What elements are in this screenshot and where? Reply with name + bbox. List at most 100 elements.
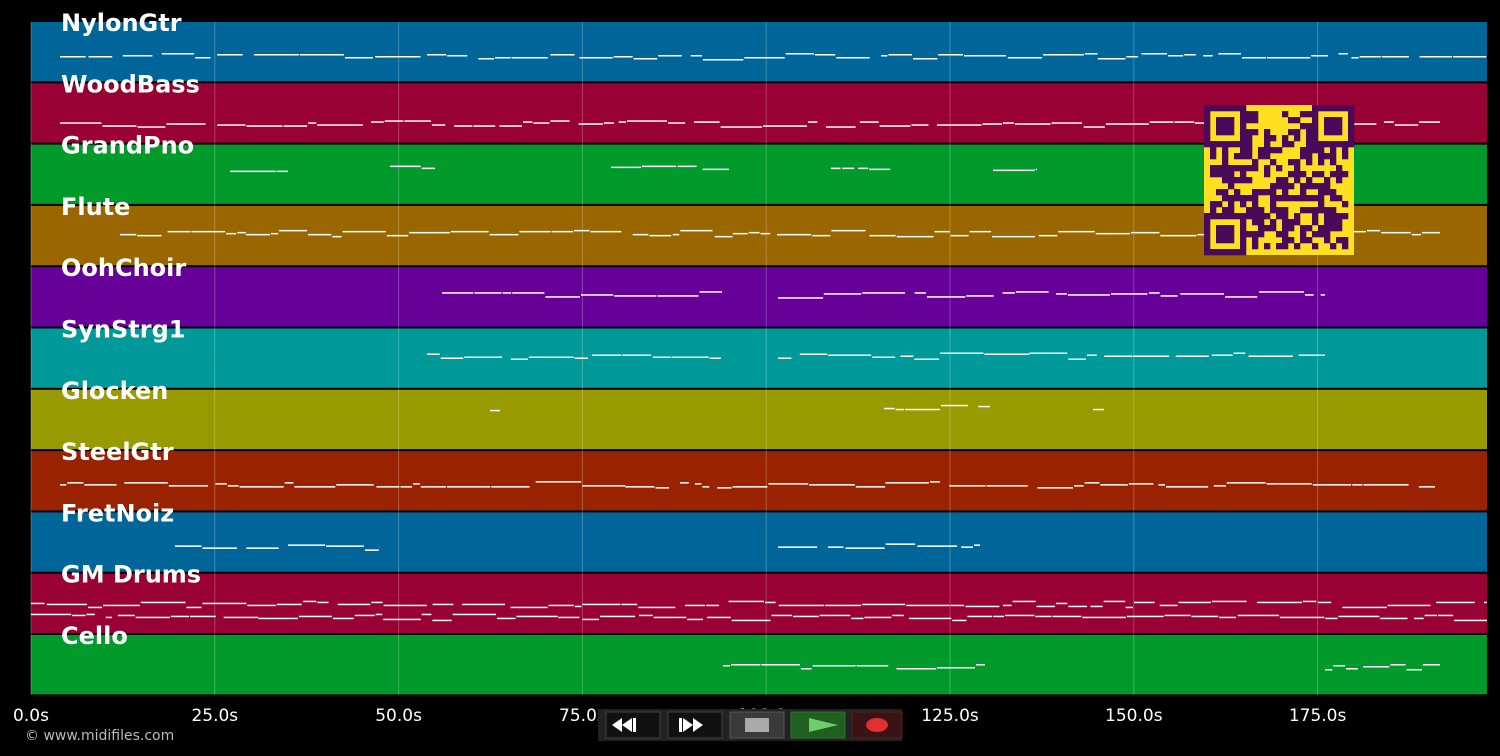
qr-cell (1342, 141, 1349, 148)
note (831, 229, 866, 232)
qr-cell (1348, 129, 1355, 136)
note (215, 483, 227, 485)
qr-cell (1324, 105, 1331, 112)
note (60, 122, 102, 124)
qr-cell (1240, 243, 1247, 250)
note (337, 603, 371, 606)
forward-button[interactable] (667, 711, 723, 739)
qr-cell (1246, 117, 1253, 124)
note (1068, 605, 1088, 608)
note (677, 165, 697, 168)
note (1005, 614, 1035, 617)
qr-cell (1294, 159, 1301, 166)
note (1325, 669, 1333, 671)
grid (30, 22, 1319, 695)
qr-cell (1228, 177, 1235, 184)
qr-cell (1264, 171, 1271, 178)
rewind-button[interactable] (605, 711, 661, 739)
qr-cell (1270, 195, 1277, 202)
note (761, 664, 800, 666)
stop-button[interactable] (729, 711, 785, 739)
note (317, 124, 363, 126)
qr-cell (1246, 147, 1253, 154)
note (950, 604, 965, 607)
qr-cell (1234, 105, 1241, 112)
note (1237, 614, 1279, 617)
qr-cell (1348, 135, 1355, 142)
note (702, 168, 729, 171)
note (826, 126, 856, 128)
qr-cell (1252, 111, 1259, 118)
play-button[interactable] (790, 711, 846, 739)
qr-cell (1240, 219, 1247, 226)
qr-cell (1294, 219, 1301, 226)
note (717, 487, 732, 489)
qr-cell (1300, 171, 1307, 178)
note (489, 233, 519, 236)
note (732, 232, 748, 235)
note (342, 230, 386, 233)
note (452, 613, 497, 616)
note (1126, 615, 1164, 618)
qr-cell (1204, 141, 1211, 148)
note (992, 235, 1035, 238)
qr-cell (1348, 123, 1355, 130)
note (603, 122, 614, 124)
note (246, 547, 279, 549)
note (1164, 614, 1191, 617)
note (1298, 354, 1325, 356)
qr-cell (1246, 129, 1253, 136)
qr-cell (1240, 111, 1247, 118)
qr-cell (1240, 135, 1247, 142)
qr-cell (1324, 141, 1331, 148)
note (917, 545, 958, 547)
note (1414, 617, 1424, 620)
note (226, 232, 237, 235)
qr-cell (1234, 141, 1241, 148)
qr-cell (1306, 177, 1313, 184)
qr-cell (1324, 117, 1331, 124)
note (926, 296, 966, 298)
qr-cell (1240, 153, 1247, 160)
note (60, 484, 67, 486)
qr-cell (1276, 195, 1283, 202)
note (895, 408, 905, 411)
note (578, 123, 603, 125)
note (1350, 123, 1377, 125)
qr-cell (1234, 189, 1241, 196)
note (239, 486, 284, 488)
note (969, 230, 992, 233)
qr-cell (1240, 123, 1247, 130)
qr-cell (1336, 225, 1343, 232)
qr-cell (1336, 165, 1343, 172)
note (1036, 605, 1055, 608)
note (950, 234, 969, 237)
note (1149, 121, 1174, 123)
note (1203, 55, 1213, 57)
qr-cell (1324, 219, 1331, 226)
note (383, 604, 427, 607)
note (175, 545, 202, 547)
qr-cell (1210, 147, 1217, 154)
qr-cell (1312, 207, 1319, 214)
note (855, 486, 886, 488)
note (858, 167, 869, 170)
note (702, 486, 710, 488)
note (690, 55, 702, 57)
note (1352, 484, 1363, 486)
qr-cell (1210, 249, 1217, 256)
note (1320, 294, 1325, 296)
track-name: SynStrg1 (61, 316, 186, 344)
track-name: NylonGtr (61, 9, 182, 37)
note (528, 356, 574, 358)
record-button[interactable] (851, 711, 903, 739)
qr-cell (1330, 117, 1337, 124)
note (709, 357, 721, 359)
note (124, 482, 168, 484)
note (744, 57, 785, 59)
qr-cell (1228, 129, 1235, 136)
qr-cell (1306, 237, 1313, 244)
note (420, 486, 446, 488)
note (102, 125, 137, 127)
qr-cell (1210, 213, 1217, 220)
